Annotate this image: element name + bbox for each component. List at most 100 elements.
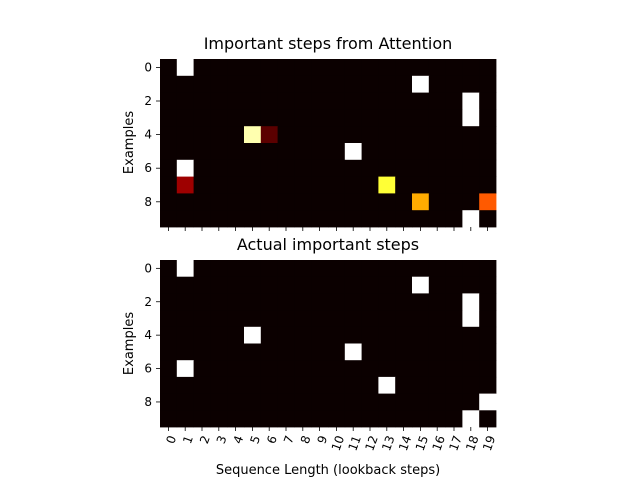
actual-heatmap-cell bbox=[210, 260, 228, 278]
attention-heatmap-cell bbox=[412, 159, 430, 177]
actual-heatmap-cell bbox=[344, 310, 362, 328]
attention-heatmap-cell bbox=[462, 126, 480, 144]
actual-heatmap-title: Actual important steps bbox=[237, 235, 419, 254]
attention-heatmap-cell bbox=[344, 59, 362, 77]
attention-heatmap-cell bbox=[428, 126, 446, 144]
attention-heatmap-cell bbox=[176, 176, 194, 194]
attention-heatmap-cell bbox=[428, 193, 446, 211]
actual-heatmap-cell bbox=[361, 343, 379, 361]
attention-heatmap-cell bbox=[160, 59, 178, 77]
attention-heatmap-cell bbox=[328, 159, 346, 177]
actual-heatmap-cell bbox=[210, 393, 228, 411]
actual-heatmap-cell bbox=[412, 310, 430, 328]
actual-heatmap-cell bbox=[294, 326, 312, 344]
attention-heatmap-cell bbox=[260, 143, 278, 161]
actual-heatmap-cell bbox=[160, 360, 178, 378]
actual-heatmap-cell bbox=[361, 276, 379, 294]
actual-heatmap-cell bbox=[328, 260, 346, 278]
actual-x-tick-label: 14 bbox=[396, 434, 414, 453]
attention-heatmap-cell bbox=[412, 176, 430, 194]
actual-x-tick-label: 12 bbox=[362, 434, 380, 453]
actual-heatmap-cell bbox=[445, 310, 463, 328]
actual-x-tick-label: 1 bbox=[180, 434, 196, 446]
actual-heatmap-cell bbox=[361, 393, 379, 411]
actual-heatmap-cell bbox=[445, 410, 463, 428]
actual-x-tick-label: 6 bbox=[264, 434, 280, 446]
actual-heatmap-cell bbox=[210, 310, 228, 328]
actual-heatmap-cell bbox=[193, 343, 211, 361]
actual-heatmap-cell bbox=[378, 293, 396, 311]
actual-heatmap-cell bbox=[227, 260, 245, 278]
actual-heatmap-cell bbox=[311, 360, 329, 378]
attention-heatmap-cell bbox=[428, 143, 446, 161]
actual-heatmap-cell bbox=[344, 260, 362, 278]
attention-heatmap-cell bbox=[277, 109, 295, 127]
actual-heatmap-cell bbox=[193, 326, 211, 344]
actual-heatmap-cell bbox=[193, 376, 211, 394]
actual-heatmap-cell bbox=[193, 393, 211, 411]
attention-heatmap-cell bbox=[227, 210, 245, 228]
actual-heatmap-cell bbox=[361, 376, 379, 394]
actual-heatmap-cell bbox=[260, 260, 278, 278]
attention-heatmap-cell bbox=[412, 143, 430, 161]
actual-x-tick-label: 8 bbox=[298, 434, 314, 446]
actual-heatmap-cell bbox=[277, 293, 295, 311]
attention-heatmap-cell bbox=[160, 210, 178, 228]
attention-heatmap-cell bbox=[395, 126, 413, 144]
actual-heatmap-cell bbox=[244, 360, 262, 378]
attention-heatmap-cell bbox=[294, 193, 312, 211]
actual-heatmap-cell bbox=[210, 293, 228, 311]
attention-heatmap-cell bbox=[244, 193, 262, 211]
attention-heatmap-cell bbox=[260, 176, 278, 194]
actual-heatmap-cell bbox=[428, 376, 446, 394]
actual-heatmap-cell bbox=[193, 310, 211, 328]
attention-heatmap-cell bbox=[176, 126, 194, 144]
attention-heatmap-cell bbox=[160, 159, 178, 177]
actual-heatmap-cell bbox=[311, 326, 329, 344]
actual-heatmap-cell bbox=[244, 293, 262, 311]
attention-heatmap-cell bbox=[227, 92, 245, 110]
actual-heatmap-cell bbox=[378, 260, 396, 278]
attention-heatmap-cell bbox=[445, 193, 463, 211]
actual-heatmap-cell bbox=[311, 393, 329, 411]
actual-heatmap-cell bbox=[428, 276, 446, 294]
attention-heatmap-cell bbox=[328, 126, 346, 144]
attention-heatmap-cell bbox=[193, 143, 211, 161]
attention-heatmap-cell bbox=[244, 109, 262, 127]
attention-heatmap-cell bbox=[445, 176, 463, 194]
attention-heatmap-cell bbox=[462, 176, 480, 194]
actual-heatmap-cell bbox=[428, 326, 446, 344]
actual-heatmap-cell bbox=[395, 343, 413, 361]
actual-heatmap-cell bbox=[328, 343, 346, 361]
attention-y-tick-label: 2 bbox=[144, 94, 152, 108]
attention-heatmap-cell bbox=[311, 59, 329, 77]
attention-heatmap-cell bbox=[428, 210, 446, 228]
actual-heatmap-cell bbox=[479, 293, 497, 311]
attention-heatmap-cell bbox=[462, 75, 480, 93]
actual-heatmap-cell bbox=[244, 393, 262, 411]
actual-heatmap-cell bbox=[294, 410, 312, 428]
actual-heatmap-cell bbox=[260, 360, 278, 378]
attention-heatmap-cell bbox=[462, 210, 480, 228]
attention-heatmap-cell bbox=[344, 75, 362, 93]
actual-x-tick-label: 13 bbox=[379, 434, 397, 453]
actual-heatmap-cell bbox=[361, 260, 379, 278]
actual-y-tick-label: 6 bbox=[144, 362, 152, 376]
attention-heatmap-cell bbox=[361, 159, 379, 177]
attention-heatmap-cell bbox=[395, 59, 413, 77]
actual-y-tick-label: 4 bbox=[144, 328, 152, 342]
actual-heatmap-cell bbox=[412, 260, 430, 278]
actual-x-tick-label: 17 bbox=[446, 434, 464, 453]
attention-heatmap-cell bbox=[160, 193, 178, 211]
actual-heatmap-cell bbox=[462, 360, 480, 378]
attention-heatmap-cell bbox=[227, 109, 245, 127]
attention-heatmap-cell bbox=[378, 109, 396, 127]
actual-heatmap-cell bbox=[428, 343, 446, 361]
attention-heatmap-cell bbox=[193, 59, 211, 77]
attention-heatmap-cell bbox=[445, 143, 463, 161]
attention-heatmap-cell bbox=[260, 159, 278, 177]
actual-heatmap-cell bbox=[244, 260, 262, 278]
actual-heatmap-cell bbox=[244, 410, 262, 428]
actual-heatmap-cell bbox=[445, 343, 463, 361]
